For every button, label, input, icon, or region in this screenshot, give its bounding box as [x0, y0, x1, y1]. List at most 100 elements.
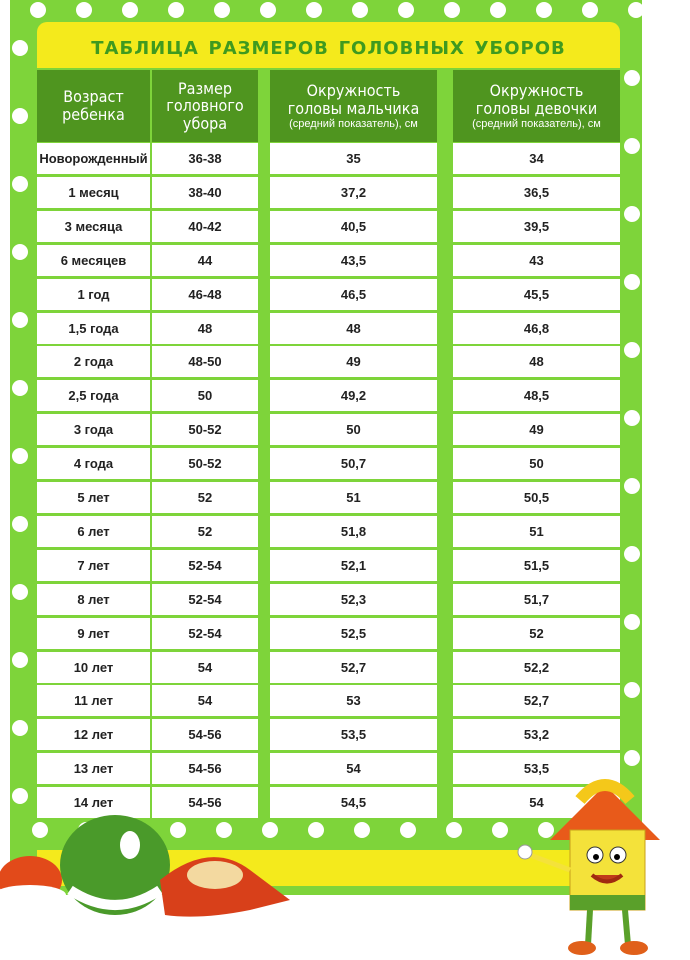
cell-size: 52-54	[152, 617, 258, 649]
cell-age: 4 года	[37, 448, 150, 480]
decor-dot	[624, 342, 640, 358]
house-mascot-icon	[517, 779, 660, 955]
cell-girl: 53,2	[453, 719, 620, 751]
cell-age: 12 лет	[37, 719, 150, 751]
cell-boy: 37,2	[270, 176, 437, 208]
decor-dot	[12, 312, 28, 328]
header-size: Размер головного убора	[152, 70, 258, 142]
cell-size: 40-42	[152, 210, 258, 242]
cell-girl: 34	[453, 143, 620, 174]
cell-age: 1 год	[37, 278, 150, 310]
cell-age: 11 лет	[37, 685, 150, 717]
cell-girl: 53,5	[453, 753, 620, 785]
decor-dot	[536, 2, 552, 18]
cell-age: 13 лет	[37, 753, 150, 785]
header-size-label: Размер головного убора	[166, 78, 244, 133]
cell-boy: 50	[270, 414, 437, 446]
decor-dot	[168, 2, 184, 18]
decor-dot	[400, 822, 416, 838]
cell-size: 52-54	[152, 583, 258, 615]
cell-size: 38-40	[152, 176, 258, 208]
cell-size: 54-56	[152, 719, 258, 751]
cell-boy: 50,7	[270, 448, 437, 480]
cell-size: 52	[152, 482, 258, 513]
decor-dot	[492, 822, 508, 838]
cell-size: 54	[152, 685, 258, 717]
decor-dot	[12, 516, 28, 532]
cell-size: 44	[152, 244, 258, 276]
cell-boy: 49,2	[270, 380, 437, 412]
decor-dot	[306, 2, 322, 18]
decor-dot	[538, 822, 554, 838]
decor-dot	[624, 614, 640, 630]
title-bar: Таблица размеров головных уборов	[37, 22, 620, 68]
cell-size: 54-56	[152, 787, 258, 819]
cell-boy: 54	[270, 753, 437, 785]
decor-dot	[12, 720, 28, 736]
cell-size: 46-48	[152, 278, 258, 310]
decor-dot	[352, 2, 368, 18]
decor-dot	[260, 2, 276, 18]
cell-girl: 49	[453, 414, 620, 446]
cell-size: 54-56	[152, 753, 258, 785]
decor-dot	[12, 380, 28, 396]
decor-dot	[12, 244, 28, 260]
decor-dot	[624, 410, 640, 426]
decor-dot	[624, 70, 640, 86]
cell-girl: 46,8	[453, 312, 620, 344]
cell-age: 6 лет	[37, 515, 150, 547]
cell-girl: 50,5	[453, 482, 620, 513]
cell-age: 7 лет	[37, 549, 150, 581]
decor-dot	[170, 822, 186, 838]
decor-dot	[490, 2, 506, 18]
cell-boy: 46,5	[270, 278, 437, 310]
cell-size: 50-52	[152, 448, 258, 480]
decor-dot	[32, 822, 48, 838]
cell-boy: 52,3	[270, 583, 437, 615]
decor-dot	[12, 448, 28, 464]
decor-dot	[444, 2, 460, 18]
header-girl-label: Окружность головы девочки	[475, 81, 598, 118]
decor-dot	[12, 108, 28, 124]
cell-girl: 39,5	[453, 210, 620, 242]
decor-dot	[628, 2, 644, 18]
decor-dot	[624, 546, 640, 562]
decor-dot	[624, 682, 640, 698]
cell-size: 54	[152, 651, 258, 683]
cell-girl: 52,7	[453, 685, 620, 717]
decor-dot	[122, 2, 138, 18]
cell-age: 14 лет	[37, 787, 150, 819]
cell-girl: 50	[453, 448, 620, 480]
cell-boy: 53,5	[270, 719, 437, 751]
cell-boy: 49	[270, 346, 437, 378]
cell-boy: 52,7	[270, 651, 437, 683]
decor-dot	[624, 138, 640, 154]
decor-dot	[12, 176, 28, 192]
header-age: Возраст ребенка	[37, 70, 150, 142]
cell-girl: 51	[453, 515, 620, 547]
cell-size: 52	[152, 515, 258, 547]
cell-age: 9 лет	[37, 617, 150, 649]
cell-boy: 54,5	[270, 787, 437, 819]
cell-size: 36-38	[152, 143, 258, 174]
cell-boy: 43,5	[270, 244, 437, 276]
decor-dot	[12, 788, 28, 804]
header-girl: Окружность головы девочки (средний показ…	[453, 70, 620, 142]
decor-dot	[76, 2, 92, 18]
decor-dot	[12, 652, 28, 668]
decor-dot	[216, 822, 232, 838]
cell-age: 10 лет	[37, 651, 150, 683]
cell-girl: 43	[453, 244, 620, 276]
cell-boy: 48	[270, 312, 437, 344]
cell-age: 1 месяц	[37, 176, 150, 208]
cell-age: 3 года	[37, 414, 150, 446]
cell-boy: 40,5	[270, 210, 437, 242]
cell-size: 50	[152, 380, 258, 412]
cell-girl: 48,5	[453, 380, 620, 412]
decor-dot	[624, 478, 640, 494]
cell-size: 52-54	[152, 549, 258, 581]
decor-dot	[582, 2, 598, 18]
cell-girl: 48	[453, 346, 620, 378]
cell-age: Новорожденный	[37, 143, 150, 174]
decor-dot	[398, 2, 414, 18]
